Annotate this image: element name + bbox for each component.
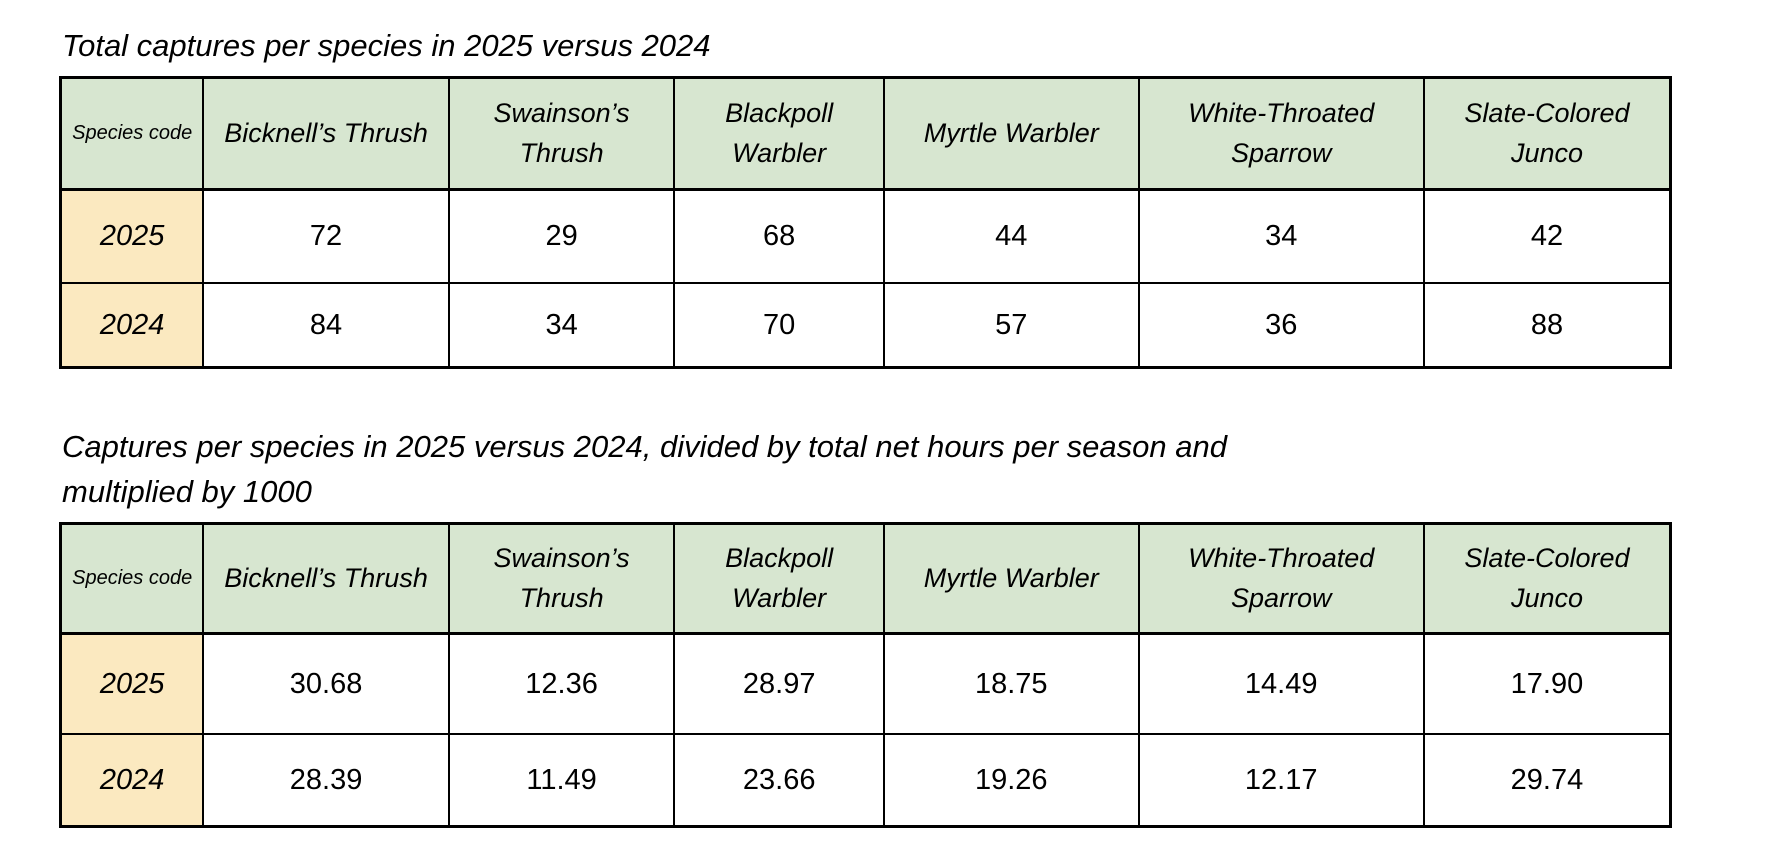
column-header-slate-colored-junco: Slate-Colored Junco	[1422, 76, 1672, 191]
data-cell: 19.26	[882, 733, 1140, 828]
data-cell: 18.75	[882, 632, 1140, 736]
table-row-2024: 2024 28.39 11.49 23.66 19.26 12.17 29.74	[59, 733, 1672, 828]
data-cell: 57	[882, 282, 1140, 369]
data-cell: 12.36	[447, 632, 676, 736]
data-cell: 17.90	[1422, 632, 1672, 736]
data-cell: 12.17	[1137, 733, 1425, 828]
column-header-white-throated-sparrow: White-Throated Sparrow	[1137, 522, 1425, 635]
column-header-slate-colored-junco: Slate-Colored Junco	[1422, 522, 1672, 635]
data-cell: 28.97	[673, 632, 885, 736]
data-cell: 84	[202, 282, 450, 369]
data-cell: 29.74	[1422, 733, 1672, 828]
year-cell: 2024	[59, 733, 205, 828]
total-captures-title: Total captures per species in 2025 versu…	[62, 28, 711, 63]
table-row-2025: 2025 72 29 68 44 34 42	[59, 188, 1672, 285]
column-header-swainsons-thrush: Swainson’s Thrush	[447, 522, 676, 635]
data-cell: 30.68	[202, 632, 450, 736]
year-cell: 2024	[59, 282, 205, 369]
captures-per-net-hour-title: Captures per species in 2025 versus 2024…	[62, 428, 1227, 509]
header-row: Species code Bicknell’s Thrush Swainson’…	[59, 76, 1672, 191]
species-code-header: Species code	[59, 76, 205, 191]
data-cell: 44	[882, 188, 1140, 285]
data-cell: 70	[673, 282, 885, 369]
data-cell: 34	[447, 282, 676, 369]
data-cell: 14.49	[1137, 632, 1425, 736]
year-cell: 2025	[59, 188, 205, 285]
year-cell: 2025	[59, 632, 205, 736]
data-cell: 88	[1422, 282, 1672, 369]
total-captures-section: Total captures per species in 2025 versu…	[59, 24, 1775, 369]
data-cell: 34	[1137, 188, 1425, 285]
captures-per-net-hour-table: Species code Bicknell’s Thrush Swainson’…	[59, 521, 1672, 828]
column-header-bicknells-thrush: Bicknell’s Thrush	[202, 522, 450, 635]
captures-per-net-hour-section: Captures per species in 2025 versus 2024…	[59, 425, 1775, 828]
table-row-2024: 2024 84 34 70 57 36 88	[59, 282, 1672, 369]
data-cell: 23.66	[673, 733, 885, 828]
column-header-blackpoll-warbler: Blackpoll Warbler	[673, 522, 885, 635]
column-header-white-throated-sparrow: White-Throated Sparrow	[1137, 76, 1425, 191]
data-cell: 36	[1137, 282, 1425, 369]
table-row-2025: 2025 30.68 12.36 28.97 18.75 14.49 17.90	[59, 632, 1672, 736]
data-cell: 68	[673, 188, 885, 285]
data-cell: 42	[1422, 188, 1672, 285]
data-cell: 72	[202, 188, 450, 285]
data-cell: 28.39	[202, 733, 450, 828]
data-cell: 29	[447, 188, 676, 285]
column-header-myrtle-warbler: Myrtle Warbler	[882, 76, 1140, 191]
species-code-header: Species code	[59, 522, 205, 635]
column-header-blackpoll-warbler: Blackpoll Warbler	[673, 76, 885, 191]
column-header-bicknells-thrush: Bicknell’s Thrush	[202, 76, 450, 191]
data-cell: 11.49	[447, 733, 676, 828]
header-row: Species code Bicknell’s Thrush Swainson’…	[59, 522, 1672, 635]
total-captures-table: Species code Bicknell’s Thrush Swainson’…	[59, 75, 1672, 369]
column-header-myrtle-warbler: Myrtle Warbler	[882, 522, 1140, 635]
column-header-swainsons-thrush: Swainson’s Thrush	[447, 76, 676, 191]
